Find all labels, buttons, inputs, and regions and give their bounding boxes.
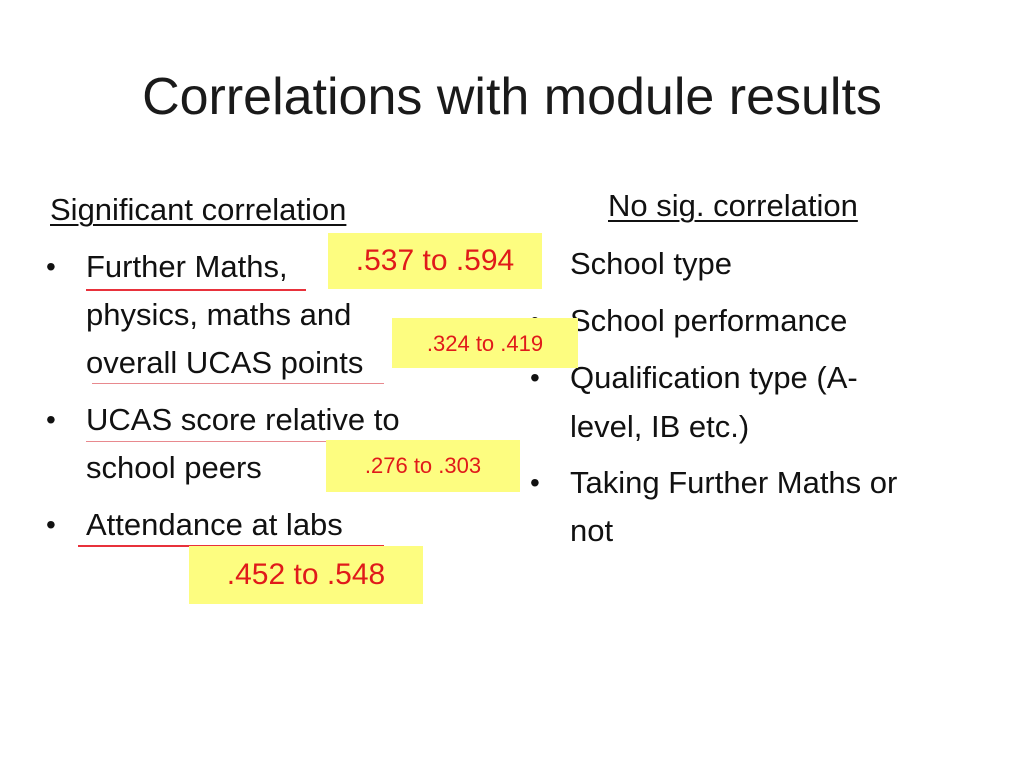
significant-item-line: Further Maths, <box>86 249 288 284</box>
no-significant-item-line: not <box>570 513 614 548</box>
bullet-dot: • <box>46 404 56 435</box>
significant-item-line: overall UCAS points <box>86 345 364 380</box>
red-underline <box>92 383 384 384</box>
correlation-callout: .276 to .303 <box>326 440 520 492</box>
bullet-dot: • <box>46 509 56 540</box>
no-significant-item-line: Qualification type (A- <box>570 360 858 395</box>
red-underline <box>86 441 326 442</box>
no-significant-item-line: level, IB etc.) <box>570 409 750 444</box>
correlation-callout: .537 to .594 <box>328 233 542 289</box>
red-underline <box>86 289 306 291</box>
bullet-dot: • <box>530 467 540 498</box>
no-significant-item-line: School type <box>570 246 732 281</box>
significant-item-line: UCAS score relative to <box>86 402 400 437</box>
no-significant-item-line: School performance <box>570 303 848 338</box>
correlation-callout: .324 to .419 <box>392 318 578 368</box>
bullet-dot: • <box>46 251 56 282</box>
correlation-callout: .452 to .548 <box>189 546 423 604</box>
significant-item-line: school peers <box>86 450 262 485</box>
significant-item-line: Attendance at labs <box>86 507 343 542</box>
no-significant-item-line: Taking Further Maths or <box>570 465 898 500</box>
slide-title: Correlations with module results <box>142 68 882 126</box>
significant-item-line: physics, maths and <box>86 297 352 332</box>
bullet-dot: • <box>530 362 540 393</box>
significant-heading: Significant correlation <box>50 192 347 227</box>
no-significant-heading: No sig. correlation <box>608 188 858 223</box>
